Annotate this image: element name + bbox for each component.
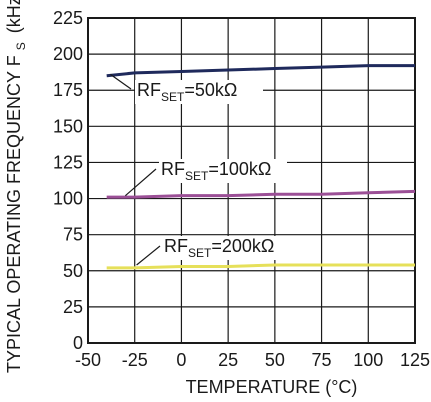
x-tick-label: 50 xyxy=(265,350,285,370)
annotation-label-2: RFSET=100kΩ xyxy=(161,159,271,183)
y-tick-label: 50 xyxy=(63,261,83,281)
y-tick-label: 0 xyxy=(73,333,83,353)
y-tick-label: 200 xyxy=(53,44,83,64)
x-tick-label: 100 xyxy=(353,350,383,370)
y-tick-label: 150 xyxy=(53,116,83,136)
annotation-label-1: RFSET=50kΩ xyxy=(137,80,237,104)
y-tick-label: 25 xyxy=(63,297,83,317)
x-tick-label: -50 xyxy=(75,350,101,370)
x-tick-label: -25 xyxy=(122,350,148,370)
series-line-3 xyxy=(106,263,415,270)
series-line-2 xyxy=(106,189,416,199)
x-tick-label: 25 xyxy=(218,350,238,370)
annotation-leader-2 xyxy=(124,168,157,197)
y-axis-label: TYPICAL OPERATING FREQUENCY F S (kHz) xyxy=(4,0,29,373)
x-axis-label: TEMPERATURE (°C) xyxy=(186,377,358,397)
y-tick-labels: 0 25 50 75 100 125 150 175 200 225 xyxy=(53,8,83,353)
y-tick-label: 100 xyxy=(53,189,83,209)
y-tick-label: 75 xyxy=(63,225,83,245)
x-tick-label: 75 xyxy=(312,350,332,370)
x-tick-label: 0 xyxy=(176,350,186,370)
x-tick-labels: -50 -25 0 25 50 75 100 125 xyxy=(75,350,430,370)
series-annotations: RFSET=50kΩ RFSET=100kΩ RFSET=200kΩ xyxy=(110,73,290,266)
annotation-backing xyxy=(135,80,263,104)
y-tick-label: 225 xyxy=(53,8,83,28)
annotation-backing xyxy=(159,159,287,183)
series-line-1 xyxy=(106,64,415,78)
annotation-backing xyxy=(162,236,290,260)
y-tick-label: 125 xyxy=(53,152,83,172)
y-tick-label: 175 xyxy=(53,80,83,100)
x-tick-label: 125 xyxy=(400,350,430,370)
annotation-leader-1 xyxy=(110,73,132,90)
series-lines xyxy=(106,64,416,270)
plot-frame xyxy=(87,17,416,344)
annotation-leader-3 xyxy=(136,245,161,266)
annotation-label-3: RFSET=200kΩ xyxy=(164,236,274,260)
